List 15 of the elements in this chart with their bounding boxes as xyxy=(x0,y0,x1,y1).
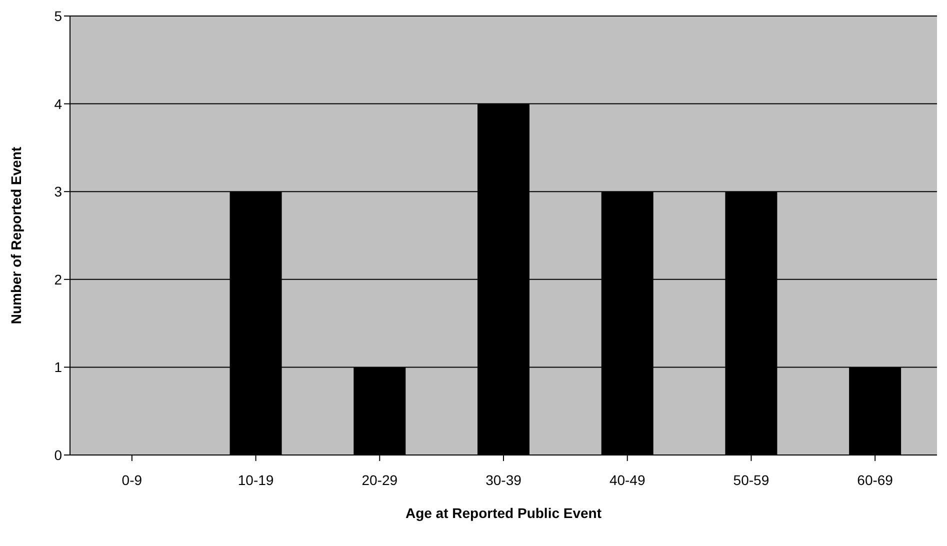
y-tick-label: 4 xyxy=(54,96,62,112)
x-tick-label: 0-9 xyxy=(122,472,142,488)
y-tick-label: 2 xyxy=(54,271,62,288)
x-tick-label: 50-59 xyxy=(733,472,770,488)
x-axis-title: Age at Reported Public Event xyxy=(405,505,602,521)
y-tick-label: 0 xyxy=(54,446,62,463)
y-tick-label: 5 xyxy=(54,8,62,24)
x-tick-label: 20-29 xyxy=(362,472,398,488)
x-tick-label: 10-19 xyxy=(238,472,274,488)
x-tick-label: 40-49 xyxy=(609,472,646,488)
y-tick-label: 3 xyxy=(54,184,62,200)
y-tick-label: 1 xyxy=(54,359,62,376)
y-axis-title: Number of Reported Event xyxy=(8,146,24,324)
x-tick-label: 30-39 xyxy=(486,472,522,488)
x-tick-label: 60-69 xyxy=(857,472,894,488)
